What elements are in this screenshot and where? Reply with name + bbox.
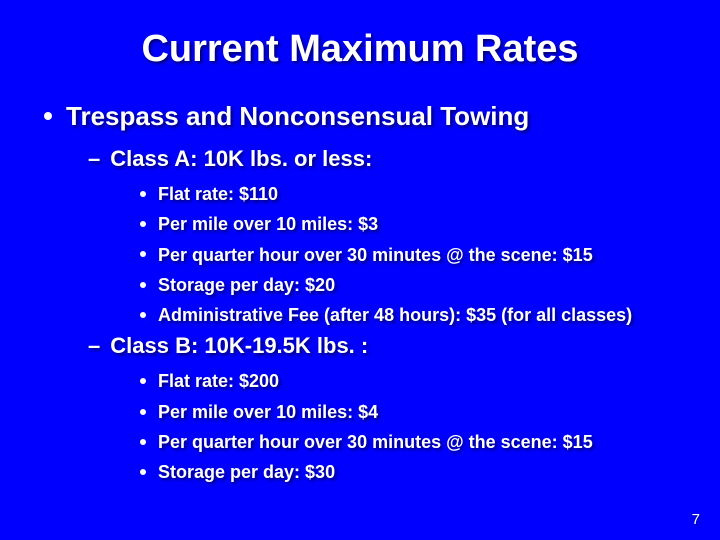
section-heading-text: Trespass and Nonconsensual Towing <box>66 101 529 131</box>
slide: Current Maximum Rates Trespass and Nonco… <box>0 0 720 540</box>
dash-icon: – <box>88 333 100 359</box>
bullet-icon <box>140 378 146 384</box>
list-item-text: Flat rate: $200 <box>158 371 279 391</box>
bullet-icon <box>44 112 52 120</box>
list-item: Storage per day: $30 <box>140 460 680 484</box>
bullet-icon <box>140 409 146 415</box>
bullet-icon <box>140 221 146 227</box>
class-heading: –Class A: 10K lbs. or less: <box>88 146 680 172</box>
list-item-text: Administrative Fee (after 48 hours): $35… <box>158 305 632 325</box>
list-item-text: Per mile over 10 miles: $4 <box>158 402 378 422</box>
bullet-icon <box>140 251 146 257</box>
list-item-text: Per quarter hour over 30 minutes @ the s… <box>158 245 593 265</box>
list-item-text: Per quarter hour over 30 minutes @ the s… <box>158 432 593 452</box>
list-item: Storage per day: $20 <box>140 273 680 297</box>
bullet-icon <box>140 312 146 318</box>
list-item: Flat rate: $200 <box>140 369 680 393</box>
list-item-text: Per mile over 10 miles: $3 <box>158 214 378 234</box>
list-item: Per quarter hour over 30 minutes @ the s… <box>140 243 680 267</box>
list-item-text: Storage per day: $30 <box>158 462 335 482</box>
class-heading-text: Class A: 10K lbs. or less: <box>110 146 372 171</box>
dash-icon: – <box>88 146 100 172</box>
bullet-icon <box>140 469 146 475</box>
class-heading-text: Class B: 10K-19.5K lbs. : <box>110 333 368 358</box>
list-item: Per mile over 10 miles: $3 <box>140 212 680 236</box>
section-heading: Trespass and Nonconsensual Towing <box>44 101 680 132</box>
list-item: Flat rate: $110 <box>140 182 680 206</box>
list-item: Per quarter hour over 30 minutes @ the s… <box>140 430 680 454</box>
list-item: Administrative Fee (after 48 hours): $35… <box>140 303 680 327</box>
class-heading: –Class B: 10K-19.5K lbs. : <box>88 333 680 359</box>
list-item: Per mile over 10 miles: $4 <box>140 400 680 424</box>
page-number: 7 <box>692 511 700 528</box>
list-item-text: Flat rate: $110 <box>158 184 278 204</box>
bullet-icon <box>140 439 146 445</box>
slide-title: Current Maximum Rates <box>40 28 680 71</box>
list-item-text: Storage per day: $20 <box>158 275 335 295</box>
bullet-icon <box>140 191 146 197</box>
bullet-icon <box>140 282 146 288</box>
